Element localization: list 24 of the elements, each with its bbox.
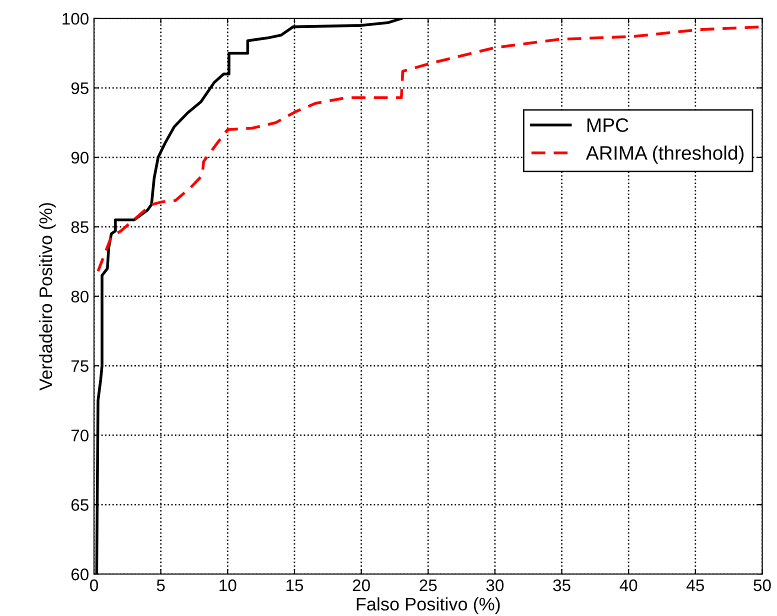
y-tick-label: 85 — [71, 221, 88, 234]
x-tick-label: 30 — [486, 579, 504, 592]
x-tick-label: 10 — [220, 579, 236, 592]
legend-label: MPC — [587, 118, 628, 132]
x-tick-label: 0 — [90, 579, 98, 592]
x-tick-label: 40 — [620, 579, 638, 592]
y-tick-label: 60 — [71, 568, 89, 580]
y-axis-title: Verdadeiro Positivo (%) — [38, 203, 56, 391]
x-tick-label: 35 — [553, 579, 570, 592]
y-tick-label: 80 — [71, 290, 89, 302]
x-tick-label: 15 — [286, 580, 304, 592]
y-tick-label: 65 — [71, 499, 88, 511]
y-tick-label: 100 — [62, 12, 89, 25]
legend-label: ARIMA (threshold) — [586, 146, 744, 164]
x-tick-label: 5 — [156, 580, 165, 592]
x-tick-label: 50 — [754, 579, 771, 592]
x-tick-label: 45 — [686, 580, 704, 592]
x-axis-title: Falso Positivo (%) — [356, 597, 500, 614]
y-tick-label: 95 — [71, 82, 88, 94]
x-tick-label: 25 — [420, 579, 437, 592]
y-tick-label: 90 — [71, 152, 89, 164]
x-tick-label: 20 — [352, 579, 370, 592]
y-tick-label: 75 — [71, 360, 88, 372]
y-tick-label: 70 — [71, 430, 89, 442]
